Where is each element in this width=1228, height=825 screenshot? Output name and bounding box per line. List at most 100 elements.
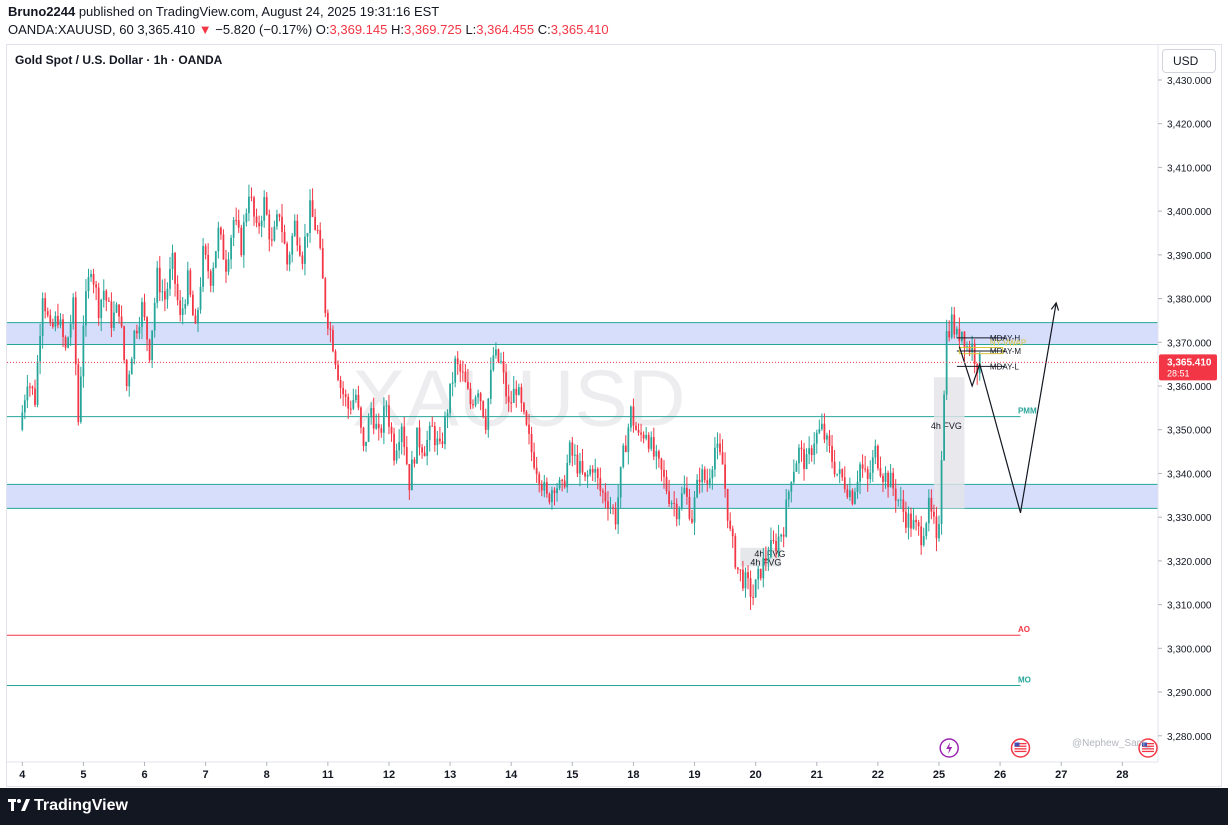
candle-body (44, 298, 47, 312)
candle-body (658, 451, 660, 459)
candle-body (446, 413, 449, 416)
candle-body (59, 319, 62, 326)
candle-body (146, 317, 148, 340)
candle-body (894, 488, 897, 501)
candle-body (270, 239, 273, 241)
candle-body (288, 254, 291, 265)
candle-body (286, 243, 289, 265)
candle-body (354, 394, 357, 400)
tradingview-logo[interactable]: TradingView (8, 797, 128, 815)
candle-body (601, 490, 604, 493)
candle-body (235, 220, 238, 222)
candle-body (82, 325, 85, 377)
candle-body (525, 411, 528, 425)
candle-body (128, 374, 131, 387)
candle-body (897, 500, 900, 502)
candle-body (871, 457, 874, 473)
candle-body (469, 388, 472, 405)
candle-body (189, 270, 192, 295)
candle-body (874, 445, 877, 458)
us-flag-event-icon-stripe (1014, 743, 1027, 745)
price-axis[interactable]: 3,280.000 3,290.000 3,300.000 3,310.000 3,32… (1157, 45, 1212, 762)
candle-body (413, 459, 416, 464)
candle-body (461, 371, 464, 373)
candle-body (316, 229, 319, 231)
candle-body (843, 477, 846, 490)
candle-body (604, 492, 607, 502)
candle-body (961, 331, 963, 342)
candle-body (334, 351, 337, 365)
session-levels-layer: MDAY-H MDAY-M MDAY-L NY-VWAP (956, 334, 1026, 371)
candle-body (85, 291, 87, 326)
candle-body (36, 361, 39, 405)
candle-body (749, 578, 752, 597)
tradingview-logo-icon (8, 798, 30, 811)
fvg-tag-box (958, 347, 1004, 355)
time-tick-label: 15 (566, 769, 578, 781)
candle-body (543, 482, 546, 491)
price-tick-label: 3,300.000 (1167, 644, 1212, 655)
candle-body (976, 363, 979, 374)
candle-body (352, 399, 355, 409)
candle-body (876, 445, 879, 469)
candle-body (719, 443, 721, 453)
candle-body (612, 507, 614, 509)
low-value: 3,364.455 (476, 22, 535, 37)
candle-body (454, 358, 457, 383)
candle-body (698, 479, 701, 483)
candle-body (838, 469, 841, 474)
publisher-name[interactable]: Bruno2244 (8, 4, 76, 19)
open-label: O: (315, 22, 330, 37)
candle-body (212, 267, 215, 286)
candle-body (418, 427, 421, 448)
candle-body (421, 447, 423, 453)
candle-body (95, 284, 98, 288)
time-axis[interactable]: 4 5 6 7 8 11 12 13 14 15 18 19 20 21 22 25 26 27 28 (7, 761, 1158, 781)
candle-body (138, 326, 141, 334)
time-tick-label: 22 (872, 769, 884, 781)
candle-body (861, 464, 864, 469)
price-tick-label: 3,310.000 (1167, 601, 1212, 612)
candle-body (586, 474, 589, 477)
candle-body (87, 277, 90, 292)
candle-body (283, 231, 286, 244)
candle-body (395, 450, 398, 461)
candle-body (253, 197, 255, 217)
candle-body (390, 426, 393, 434)
candle-body (410, 459, 413, 491)
candle-body (716, 443, 719, 448)
candle-body (530, 433, 533, 453)
candle-body (632, 406, 635, 426)
candle-body (258, 222, 260, 227)
candle-body (311, 200, 314, 217)
candle-body (792, 471, 795, 483)
candle-body (841, 469, 844, 478)
session-label-2: MDAY-L (990, 362, 1019, 371)
candle-body (864, 468, 867, 470)
candle-body (706, 480, 709, 484)
candle-body (153, 302, 156, 331)
candle-body (507, 396, 510, 403)
candle-body (670, 502, 673, 505)
candle-body (441, 441, 444, 445)
candle-body (810, 448, 813, 456)
candle-body (329, 328, 332, 330)
candle-body (889, 472, 892, 488)
candle-body (736, 567, 739, 570)
candle-body (660, 458, 663, 470)
candle-body (192, 294, 194, 316)
zone-0 (7, 322, 1158, 345)
candle-body (935, 516, 938, 539)
projection-layer (958, 301, 1060, 513)
candle-body (568, 442, 571, 463)
candle-body (370, 407, 373, 418)
us-flag-event-icon-2-stripe (1142, 745, 1154, 747)
candle-body (818, 429, 821, 433)
candle-body (729, 520, 732, 529)
candle-body (820, 423, 823, 430)
currency-button[interactable]: USD (1162, 49, 1216, 73)
candle-body (281, 216, 283, 232)
candle-body (673, 502, 676, 504)
candle-body (805, 454, 808, 469)
